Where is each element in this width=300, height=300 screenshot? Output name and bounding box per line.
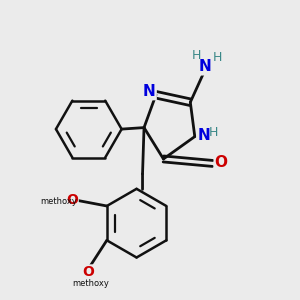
Text: N: N bbox=[199, 59, 211, 74]
Text: methoxy: methoxy bbox=[73, 278, 110, 287]
Text: N: N bbox=[143, 84, 156, 99]
Text: H: H bbox=[209, 126, 218, 139]
Text: H: H bbox=[192, 49, 202, 62]
Text: O: O bbox=[82, 265, 94, 279]
Text: O: O bbox=[214, 155, 228, 170]
Text: H: H bbox=[212, 51, 222, 64]
Text: methoxy: methoxy bbox=[40, 197, 77, 206]
Text: N: N bbox=[197, 128, 210, 142]
Text: O: O bbox=[66, 193, 78, 207]
